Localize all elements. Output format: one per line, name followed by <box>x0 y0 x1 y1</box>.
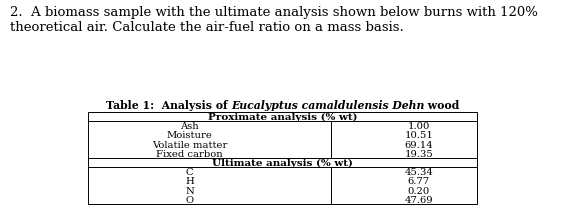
Text: 19.35: 19.35 <box>405 149 433 158</box>
Text: N: N <box>185 186 194 195</box>
Text: Ash: Ash <box>180 122 199 130</box>
Text: Table 1:  Analysis of: Table 1: Analysis of <box>106 100 231 111</box>
Text: Eucalyptus camaldulensis Dehn: Eucalyptus camaldulensis Dehn <box>231 100 424 111</box>
Text: Fixed carbon: Fixed carbon <box>157 149 223 158</box>
Text: 69.14: 69.14 <box>405 140 433 149</box>
Text: 2.  A biomass sample with the ultimate analysis shown below burns with 120%
theo: 2. A biomass sample with the ultimate an… <box>10 6 538 34</box>
Text: wood: wood <box>424 100 459 111</box>
Text: Moisture: Moisture <box>167 131 212 140</box>
Text: H: H <box>185 177 194 185</box>
Text: O: O <box>185 195 194 204</box>
Text: C: C <box>186 167 193 176</box>
Text: 0.20: 0.20 <box>407 186 430 195</box>
Text: 1.00: 1.00 <box>407 122 430 130</box>
Bar <box>88 112 477 204</box>
Text: Proximate analysis (% wt): Proximate analysis (% wt) <box>208 112 357 121</box>
Text: 47.69: 47.69 <box>405 195 433 204</box>
Text: Ultimate analysis (% wt): Ultimate analysis (% wt) <box>212 158 353 167</box>
Text: Volatile matter: Volatile matter <box>152 140 227 149</box>
Text: 45.34: 45.34 <box>404 167 433 176</box>
Text: 10.51: 10.51 <box>404 131 433 140</box>
Text: 6.77: 6.77 <box>407 177 430 185</box>
